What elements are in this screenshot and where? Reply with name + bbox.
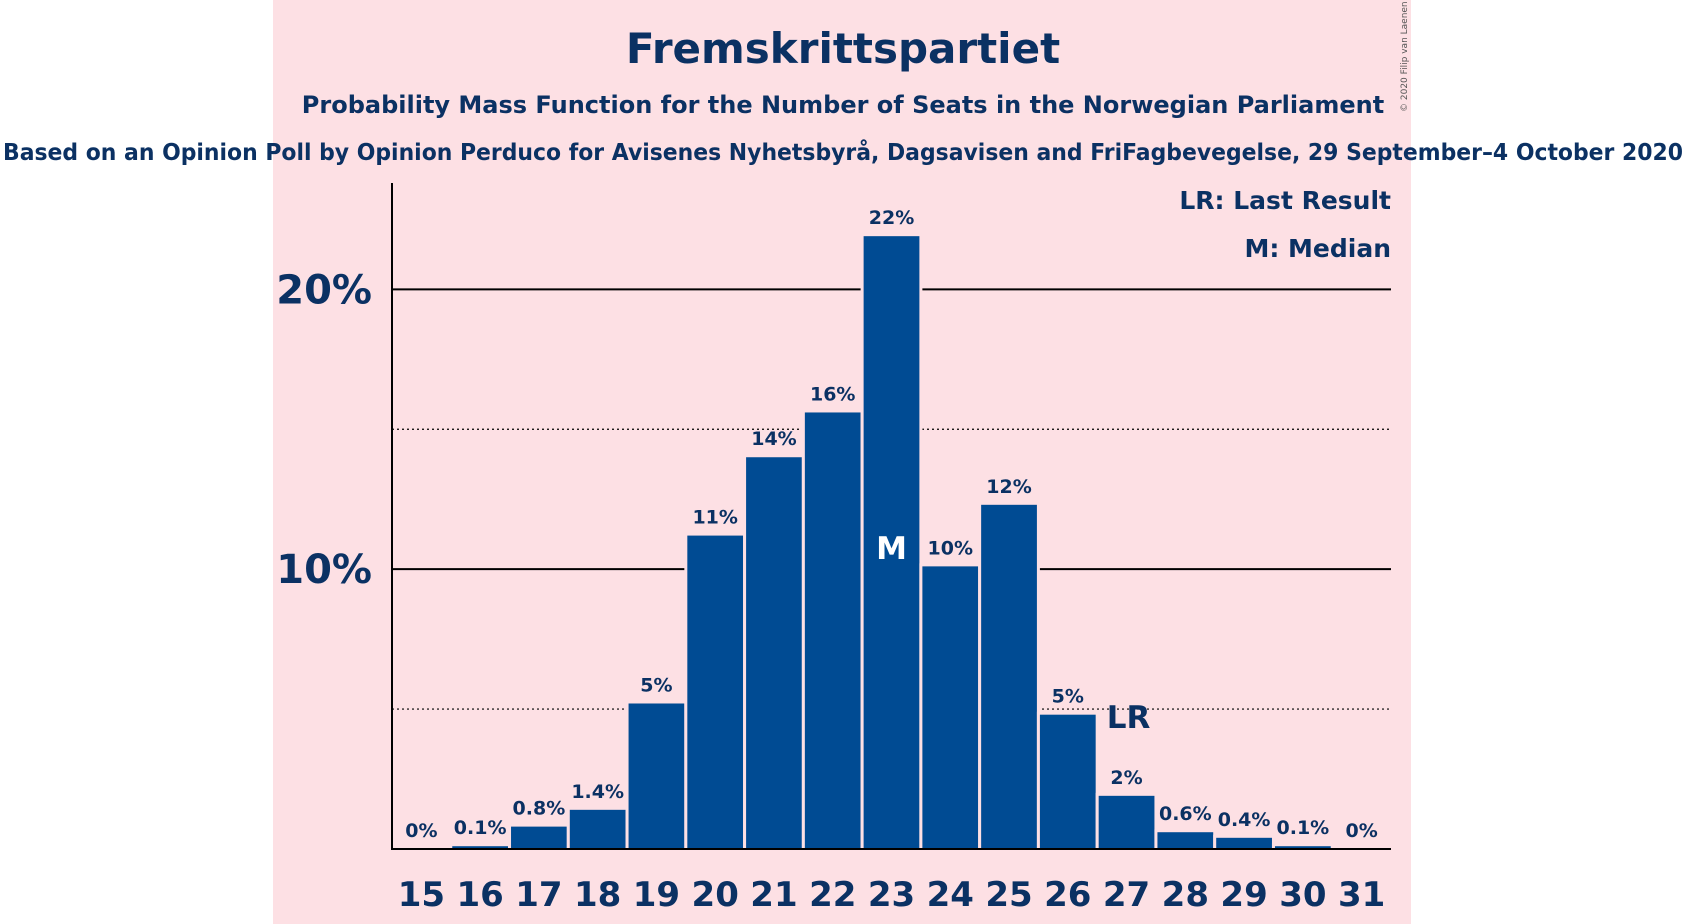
- x-tick-label-15: 15: [398, 875, 445, 915]
- bar-value-label-30: 0.1%: [1277, 817, 1330, 839]
- bar-20: [687, 535, 744, 849]
- bar-value-label-22: 16%: [810, 383, 855, 405]
- copyright-text: © 2020 Filip van Laenen: [1400, 1, 1410, 112]
- y-tick-label-0: 10%: [276, 547, 372, 593]
- bar-23: [863, 236, 920, 849]
- bar-26: [1039, 714, 1096, 849]
- bar-16: [452, 846, 509, 849]
- x-tick-label-23: 23: [868, 875, 915, 915]
- bar-25: [981, 504, 1037, 849]
- bar-value-label-19: 5%: [640, 674, 672, 696]
- bar-halo-30: [1271, 843, 1334, 849]
- x-tick-label-28: 28: [1162, 875, 1209, 915]
- x-tick-label-29: 29: [1220, 875, 1267, 915]
- bar-30: [1274, 846, 1331, 849]
- bar-24: [922, 566, 979, 849]
- bar-22: [804, 412, 861, 849]
- bar-value-label-28: 0.6%: [1159, 803, 1212, 825]
- x-tick-label-24: 24: [927, 875, 974, 915]
- chart-title: Fremskrittspartiet: [626, 24, 1060, 73]
- bar-value-label-31: 0%: [1345, 820, 1377, 842]
- x-tick-label-31: 31: [1338, 875, 1385, 915]
- x-tick-label-22: 22: [809, 875, 856, 915]
- chart-source-line: Based on an Opinion Poll by Opinion Perd…: [3, 139, 1683, 166]
- x-tick-labels: 15 16 17 18 19 20 21 22 23 24 25 26 27 28 29 30 31: [398, 875, 1386, 915]
- bar-17: [511, 826, 567, 849]
- x-tick-label-25: 25: [985, 875, 1032, 915]
- bar-value-label-26: 5%: [1052, 686, 1084, 708]
- bar-value-label-21: 14%: [751, 428, 796, 450]
- x-tick-label-16: 16: [456, 875, 503, 915]
- x-tick-label-19: 19: [633, 875, 680, 915]
- legend-median: M: Median: [1244, 234, 1391, 263]
- bar-value-label-25: 12%: [986, 476, 1031, 498]
- bar-value-label-18: 1.4%: [571, 781, 624, 803]
- bar-18: [569, 809, 626, 849]
- bar-27: [1098, 795, 1155, 849]
- bar-value-label-27: 2%: [1110, 767, 1142, 789]
- bar-21: [746, 457, 802, 849]
- bar-19: [628, 703, 685, 849]
- x-tick-label-17: 17: [515, 875, 562, 915]
- bar-value-label-15: 0%: [405, 820, 437, 842]
- labels-layer: 0% 0.1% 0.8%1.4% 5% 11% 14% 16% 22% 10% 12% 5% 2% 0.…: [405, 207, 1378, 842]
- bar-value-label-16: 0.1%: [454, 817, 507, 839]
- bar-value-label-23: 22%: [869, 207, 914, 229]
- last-result-marker: LR: [1107, 700, 1151, 736]
- x-tick-label-18: 18: [574, 875, 621, 915]
- bar-28: [1157, 832, 1214, 849]
- y-tick-label-1: 20%: [276, 267, 372, 313]
- bar-value-label-20: 11%: [692, 507, 737, 529]
- bar-29: [1216, 837, 1272, 849]
- median-marker: M: [876, 531, 907, 567]
- legend-last-result: LR: Last Result: [1179, 186, 1391, 215]
- x-tick-label-21: 21: [750, 875, 797, 915]
- chart-subtitle: Probability Mass Function for the Number…: [302, 91, 1384, 119]
- bar-halo-16: [449, 843, 512, 849]
- bars-layer: [449, 233, 1334, 849]
- bar-value-label-29: 0.4%: [1218, 809, 1271, 831]
- x-tick-label-30: 30: [1279, 875, 1326, 915]
- x-tick-label-27: 27: [1103, 875, 1150, 915]
- y-tick-labels: 10% 20%: [276, 267, 372, 593]
- bar-value-label-17: 0.8%: [513, 798, 566, 820]
- x-tick-label-20: 20: [692, 875, 739, 915]
- x-tick-label-26: 26: [1044, 875, 1091, 915]
- bar-value-label-24: 10%: [928, 537, 973, 559]
